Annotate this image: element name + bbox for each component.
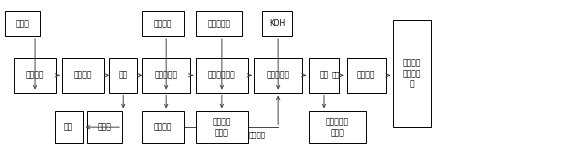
Bar	[309, 112, 366, 143]
Text: 石油醚: 石油醚	[98, 123, 111, 132]
Bar	[196, 112, 248, 143]
Bar	[254, 58, 302, 93]
Text: 回收: 回收	[64, 123, 73, 132]
Text: 石油醚: 石油醚	[16, 19, 30, 28]
Text: 干燥: 干燥	[331, 71, 340, 78]
Bar	[393, 20, 431, 127]
Bar	[5, 11, 40, 36]
Text: 洁柜干燥脱水: 洁柜干燥脱水	[208, 71, 236, 80]
Bar	[62, 58, 104, 93]
Text: 硅胶干燥剂: 硅胶干燥剂	[208, 19, 230, 28]
Text: 回收甲醇: 回收甲醇	[154, 123, 173, 132]
Bar	[142, 11, 184, 36]
Text: 浓缩: 浓缩	[118, 71, 128, 80]
Bar	[109, 58, 137, 93]
Text: 萃取洁净酸: 萃取洁净酸	[154, 71, 178, 80]
Bar	[347, 58, 386, 93]
Text: 甲醇干燥: 甲醇干燥	[248, 131, 265, 138]
Bar	[55, 112, 83, 143]
Text: 无水甲醇: 无水甲醇	[154, 19, 173, 28]
Bar	[87, 112, 122, 143]
Text: 水洗: 水洗	[319, 71, 329, 80]
Text: 酯交换反应: 酯交换反应	[266, 71, 290, 80]
Bar	[14, 58, 56, 93]
Text: 淡黄色透
明生物柴
油: 淡黄色透 明生物柴 油	[403, 59, 421, 89]
Text: 含皂液磷脂
皂化物: 含皂液磷脂 皂化物	[326, 117, 349, 137]
Bar	[262, 11, 292, 36]
Text: KOH: KOH	[269, 19, 285, 28]
Text: 分子蒸馏: 分子蒸馏	[357, 71, 375, 80]
Text: 浸提茶油: 浸提茶油	[74, 71, 93, 80]
Bar	[196, 58, 248, 93]
Bar	[142, 112, 184, 143]
Bar	[309, 58, 339, 93]
Text: 回收硅胶
干燥剂: 回收硅胶 干燥剂	[213, 117, 231, 137]
Text: 茶饼研粕: 茶饼研粕	[26, 71, 44, 80]
Bar	[142, 58, 190, 93]
Bar	[196, 11, 242, 36]
